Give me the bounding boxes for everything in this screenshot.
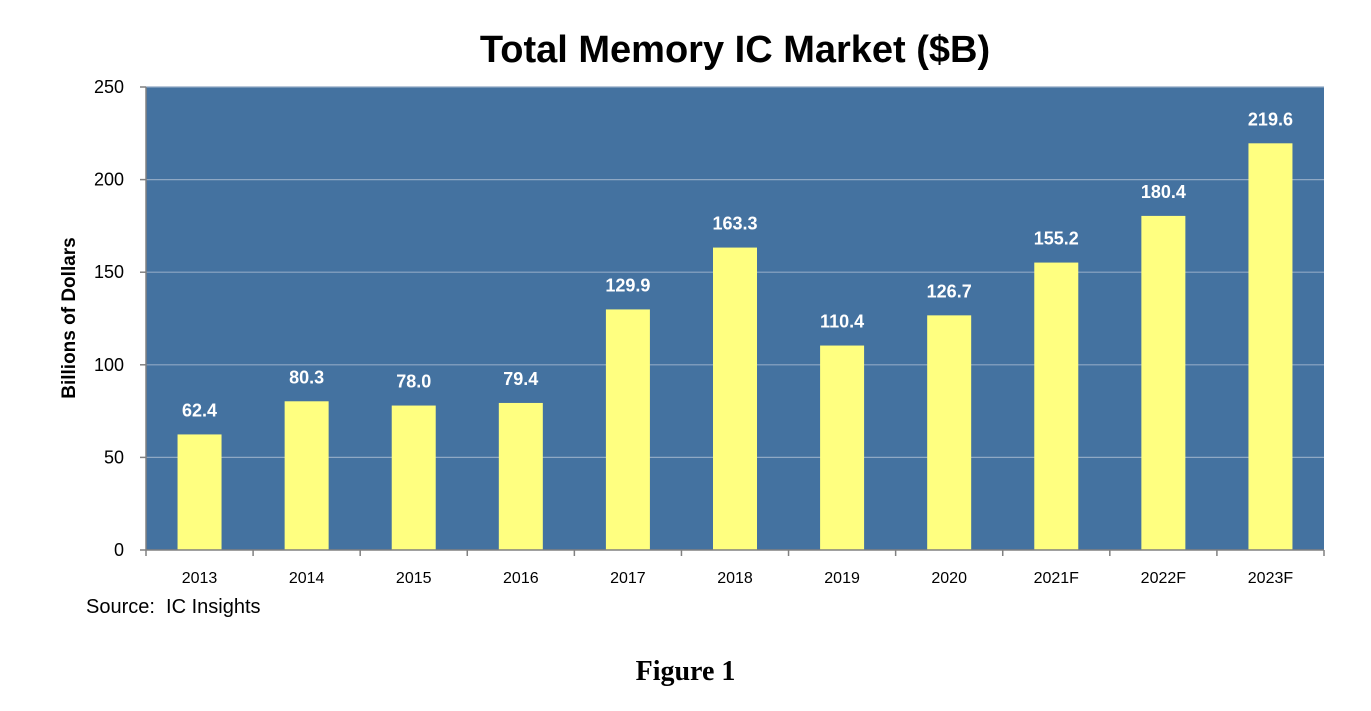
x-axis: 2013 2014 2015 2016 2017 2018 2019 2020 2021F 202…	[145, 549, 1325, 587]
x-tick-label: 2017	[610, 570, 646, 587]
bars	[177, 143, 1293, 551]
x-tick-label: 2013	[182, 570, 218, 587]
y-tick-label: 150	[94, 262, 124, 282]
data-label-2017: 129.9	[605, 275, 650, 295]
bar-2018	[713, 247, 757, 550]
bar-2016	[498, 402, 543, 550]
y-tick-label: 50	[104, 447, 124, 467]
x-tick-label: 2022F	[1141, 570, 1187, 587]
x-tick-label: 2021F	[1034, 570, 1080, 587]
bar-2021F	[1034, 262, 1079, 550]
data-label-2016: 79.4	[503, 369, 538, 389]
data-label-2022F: 180.4	[1141, 182, 1186, 202]
bar-2023F	[1248, 143, 1293, 551]
bar-2022F	[1141, 215, 1186, 550]
bar-2014	[284, 401, 329, 550]
chart-title: Total Memory IC Market ($B)	[480, 29, 990, 71]
x-tick-label: 2019	[824, 570, 860, 587]
data-label-2021F: 155.2	[1034, 229, 1079, 249]
source-note: Source: IC Insights	[86, 596, 261, 618]
data-label-2020: 126.7	[927, 281, 972, 301]
figure-caption: Figure 1	[635, 656, 736, 687]
x-tick-label: 2023F	[1248, 570, 1294, 587]
x-tick-label: 2015	[396, 570, 432, 587]
y-tick-label: 0	[114, 540, 124, 560]
data-label-2013: 62.4	[182, 400, 217, 420]
y-tick-label: 250	[94, 77, 124, 97]
bar-2019	[820, 345, 865, 550]
bar-2020	[927, 315, 972, 550]
y-axis-label: Billions of Dollars	[59, 237, 80, 399]
x-tick-label: 2018	[717, 570, 753, 587]
data-label-2018: 163.3	[712, 214, 757, 234]
data-label-2015: 78.0	[396, 372, 431, 392]
bar-2017	[605, 309, 650, 550]
bar-2013	[177, 434, 222, 550]
y-tick-label: 200	[94, 170, 124, 190]
data-label-2014: 80.3	[289, 367, 324, 387]
data-label-2023F: 219.6	[1248, 109, 1293, 129]
data-label-2019: 110.4	[820, 312, 864, 332]
data-labels: 62.4 80.3 78.0 79.4 129.9 163.3 110.4 126.7 155.…	[182, 109, 1293, 420]
x-tick-label: 2020	[931, 570, 967, 587]
y-tick-label: 100	[94, 355, 124, 375]
y-axis: 0 50 100 150 200 250	[94, 77, 147, 560]
x-tick-label: 2014	[289, 570, 325, 587]
x-tick-label: 2016	[503, 570, 539, 587]
bar-2015	[391, 405, 436, 550]
